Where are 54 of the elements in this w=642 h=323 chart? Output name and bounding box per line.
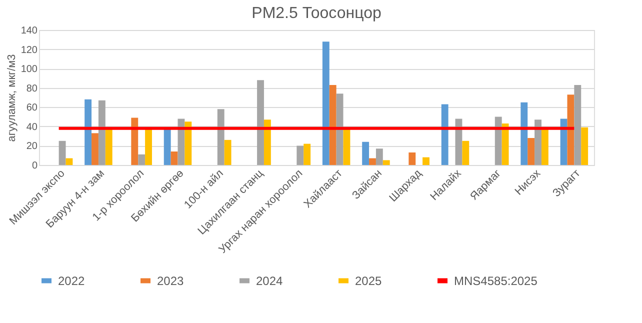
bar	[170, 152, 178, 165]
bar	[58, 140, 66, 165]
bar	[329, 84, 336, 165]
y-tick-label: 0	[32, 160, 38, 172]
bar	[343, 129, 350, 165]
bar	[164, 129, 171, 165]
y-tick-label: 140	[20, 26, 38, 36]
y-tick-label: 20	[26, 141, 38, 152]
bar	[534, 120, 542, 165]
bar	[105, 128, 112, 165]
bar	[574, 84, 582, 165]
legend-label: 2022	[58, 274, 86, 288]
bar	[264, 120, 271, 165]
y-axis-title: агууламж, мкг/м3	[6, 54, 18, 142]
bar	[131, 118, 138, 165]
bar	[502, 124, 509, 165]
bar	[296, 146, 304, 165]
bar	[138, 154, 146, 165]
legend-label: 2024	[256, 274, 284, 288]
bar	[408, 152, 416, 165]
bar	[257, 80, 264, 165]
bar	[382, 160, 390, 165]
bar	[422, 157, 430, 165]
y-tick-label: 120	[20, 44, 38, 56]
bar	[462, 140, 470, 165]
bar	[84, 99, 92, 165]
y-tick-label: 60	[26, 102, 38, 114]
bar	[376, 148, 383, 165]
bar	[304, 144, 311, 165]
y-tick-label: 100	[20, 64, 38, 76]
bar	[567, 94, 574, 165]
bar	[362, 142, 370, 165]
bar	[66, 158, 73, 165]
bar	[145, 128, 152, 165]
legend-label: 2025	[355, 274, 382, 288]
bar	[528, 138, 535, 165]
bar	[92, 133, 98, 165]
bar	[520, 102, 528, 165]
y-tick-label: 40	[26, 122, 38, 133]
legend-label: 2023	[157, 274, 184, 288]
bar	[217, 109, 224, 165]
bar	[369, 158, 376, 165]
bar	[541, 128, 548, 165]
bar	[494, 116, 502, 165]
legend-label: MNS4585:2025	[454, 274, 538, 288]
bar	[322, 42, 330, 165]
bar	[441, 104, 448, 165]
bar	[581, 127, 588, 165]
bar	[98, 100, 106, 165]
y-tick-label: 80	[26, 83, 38, 94]
bar	[336, 94, 344, 165]
bar	[184, 122, 192, 165]
bar	[224, 140, 232, 165]
chart-title: PM2.5 Тоосонцор	[252, 5, 382, 22]
